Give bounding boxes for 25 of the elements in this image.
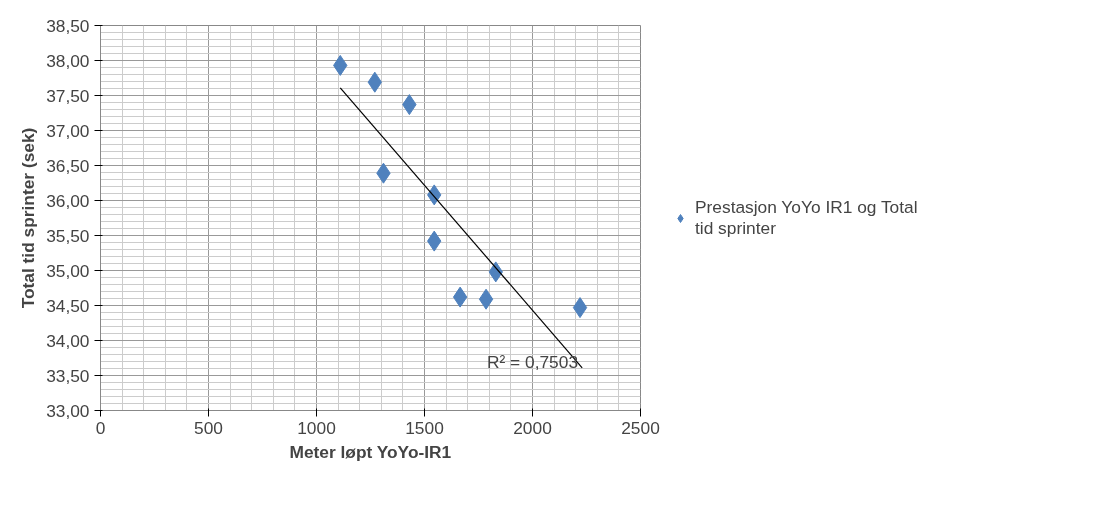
point bbox=[572, 297, 588, 319]
y-tick-label: 36,50 bbox=[46, 155, 90, 176]
x-tick-label: 2000 bbox=[513, 417, 552, 438]
y-tick-label: 35,00 bbox=[46, 260, 90, 281]
x-tick-label: 1500 bbox=[405, 417, 444, 438]
y-tick-label: 37,00 bbox=[46, 120, 90, 141]
y-tick-label: 33,00 bbox=[46, 400, 90, 421]
y-tick-label: 38,00 bbox=[46, 50, 90, 71]
x-tick-label: 500 bbox=[194, 417, 223, 438]
x-tick-label: 2500 bbox=[621, 417, 660, 438]
y-tick-label: 35,50 bbox=[46, 225, 90, 246]
x-tick-label: 0 bbox=[95, 417, 106, 438]
point bbox=[478, 288, 494, 310]
y-tick-label: 37,50 bbox=[46, 85, 90, 106]
y-tick-label: 36,00 bbox=[46, 190, 90, 211]
point bbox=[452, 286, 468, 308]
y-tick-label: 33,50 bbox=[46, 365, 90, 386]
x-axis-title: Meter løpt YoYo-IR1 bbox=[289, 441, 452, 462]
annotation: R² = 0,7503 bbox=[486, 352, 579, 372]
y-axis-title: Total tid sprinter (sek) bbox=[18, 127, 39, 309]
y-tick-label: 34,50 bbox=[46, 295, 90, 316]
y-tick-label: 38,50 bbox=[46, 15, 90, 36]
y-tick-label: 34,00 bbox=[46, 330, 90, 351]
x-tick-label: 1000 bbox=[297, 417, 336, 438]
legend-label: Prestasjon YoYo IR1 og Total tid sprinter bbox=[695, 196, 919, 239]
